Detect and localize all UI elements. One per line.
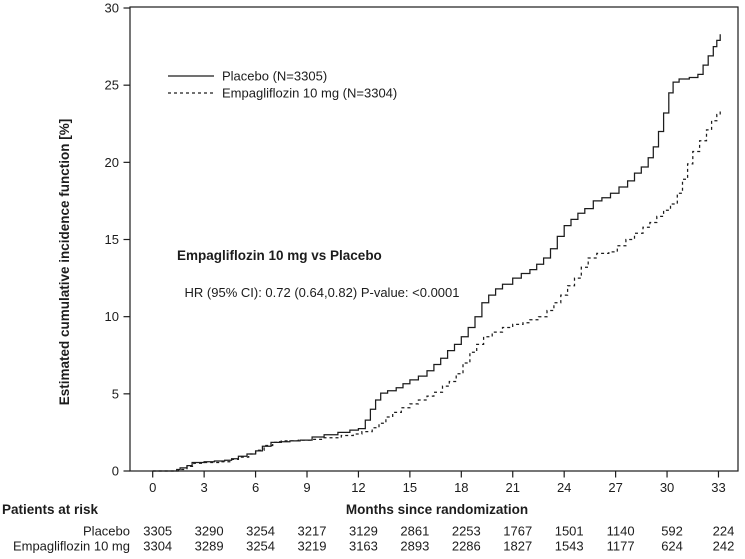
risk-value: 1767 <box>503 524 532 539</box>
risk-value: 3129 <box>349 524 378 539</box>
risk-value: 2253 <box>452 524 481 539</box>
legend-label-placebo: Placebo (N=3305) <box>222 69 327 84</box>
y-tick-label: 5 <box>112 386 119 401</box>
risk-value: 1140 <box>607 524 635 539</box>
pvalue-value: <0.0001 <box>412 285 459 300</box>
risk-value: 224 <box>713 524 735 539</box>
y-tick-label: 10 <box>105 309 119 324</box>
y-tick-label: 0 <box>112 464 119 479</box>
risk-row-label-empagliflozin: Empagliflozin 10 mg <box>13 539 130 554</box>
risk-table-title: Patients at risk <box>2 502 99 517</box>
x-tick-label: 6 <box>252 480 259 495</box>
risk-value: 2893 <box>400 539 429 554</box>
x-tick-label: 0 <box>149 480 156 495</box>
x-tick-label: 21 <box>506 480 520 495</box>
risk-value: 3163 <box>349 539 378 554</box>
risk-value: 3290 <box>195 524 224 539</box>
annotation-stats: HR (95% CI): 0.72 (0.64,0.82) P-value: <… <box>152 285 485 300</box>
risk-value: 3217 <box>298 524 327 539</box>
risk-value: 2861 <box>400 524 429 539</box>
x-axis-ticks: 0 3 6 9 12 15 18 21 24 27 30 33 <box>149 471 726 495</box>
series-curves <box>152 34 721 472</box>
x-tick-label: 33 <box>711 480 725 495</box>
risk-value: 2286 <box>452 539 481 554</box>
y-tick-label: 20 <box>105 155 119 170</box>
y-axis-title: Estimated cumulative incidence function … <box>57 119 72 406</box>
x-tick-label: 15 <box>403 480 417 495</box>
x-tick-label: 12 <box>351 480 365 495</box>
legend: Placebo (N=3305) Empagliflozin 10 mg (N=… <box>168 69 397 101</box>
risk-value: 3219 <box>298 539 327 554</box>
curve-placebo <box>152 34 721 472</box>
risk-values: 3305 3290 3254 3217 3129 2861 2253 1767 1501 1140… <box>143 524 734 554</box>
y-tick-label: 25 <box>105 78 119 93</box>
hr-value: 0.72 (0.64,0.82) <box>265 285 360 300</box>
y-tick-label: 15 <box>105 232 119 247</box>
risk-value: 592 <box>661 524 683 539</box>
annotation-title: Empagliflozin 10 mg vs Placebo <box>177 248 382 263</box>
risk-value: 624 <box>661 539 683 554</box>
y-tick-label: 30 <box>105 1 119 16</box>
x-axis-title: Months since randomization <box>346 502 528 517</box>
legend-label-empagliflozin: Empagliflozin 10 mg (N=3304) <box>222 86 397 101</box>
risk-value: 242 <box>713 539 735 554</box>
risk-value: 3254 <box>246 539 275 554</box>
x-tick-label: 18 <box>454 480 468 495</box>
risk-value: 1177 <box>607 539 635 554</box>
annotation: Empagliflozin 10 mg vs Placebo HR (95% C… <box>152 248 485 300</box>
risk-value: 3304 <box>143 539 172 554</box>
risk-value: 1827 <box>503 539 532 554</box>
risk-value: 3254 <box>246 524 275 539</box>
patients-at-risk-table: Patients at risk Placebo Empagliflozin 1… <box>2 502 734 554</box>
risk-value: 1543 <box>555 539 584 554</box>
curve-empagliflozin <box>152 109 721 472</box>
risk-value: 3305 <box>143 524 172 539</box>
pvalue-label: P-value: <box>361 285 412 300</box>
hr-label: HR (95% CI): <box>185 285 266 300</box>
x-tick-label: 3 <box>201 480 208 495</box>
risk-row-label-placebo: Placebo <box>83 524 130 539</box>
x-tick-label: 30 <box>660 480 674 495</box>
risk-value: 1501 <box>555 524 584 539</box>
x-tick-label: 9 <box>303 480 310 495</box>
risk-value: 3289 <box>195 539 224 554</box>
x-tick-label: 24 <box>557 480 571 495</box>
y-axis-ticks: 0 5 10 15 20 25 30 <box>105 1 130 479</box>
x-tick-label: 27 <box>608 480 622 495</box>
